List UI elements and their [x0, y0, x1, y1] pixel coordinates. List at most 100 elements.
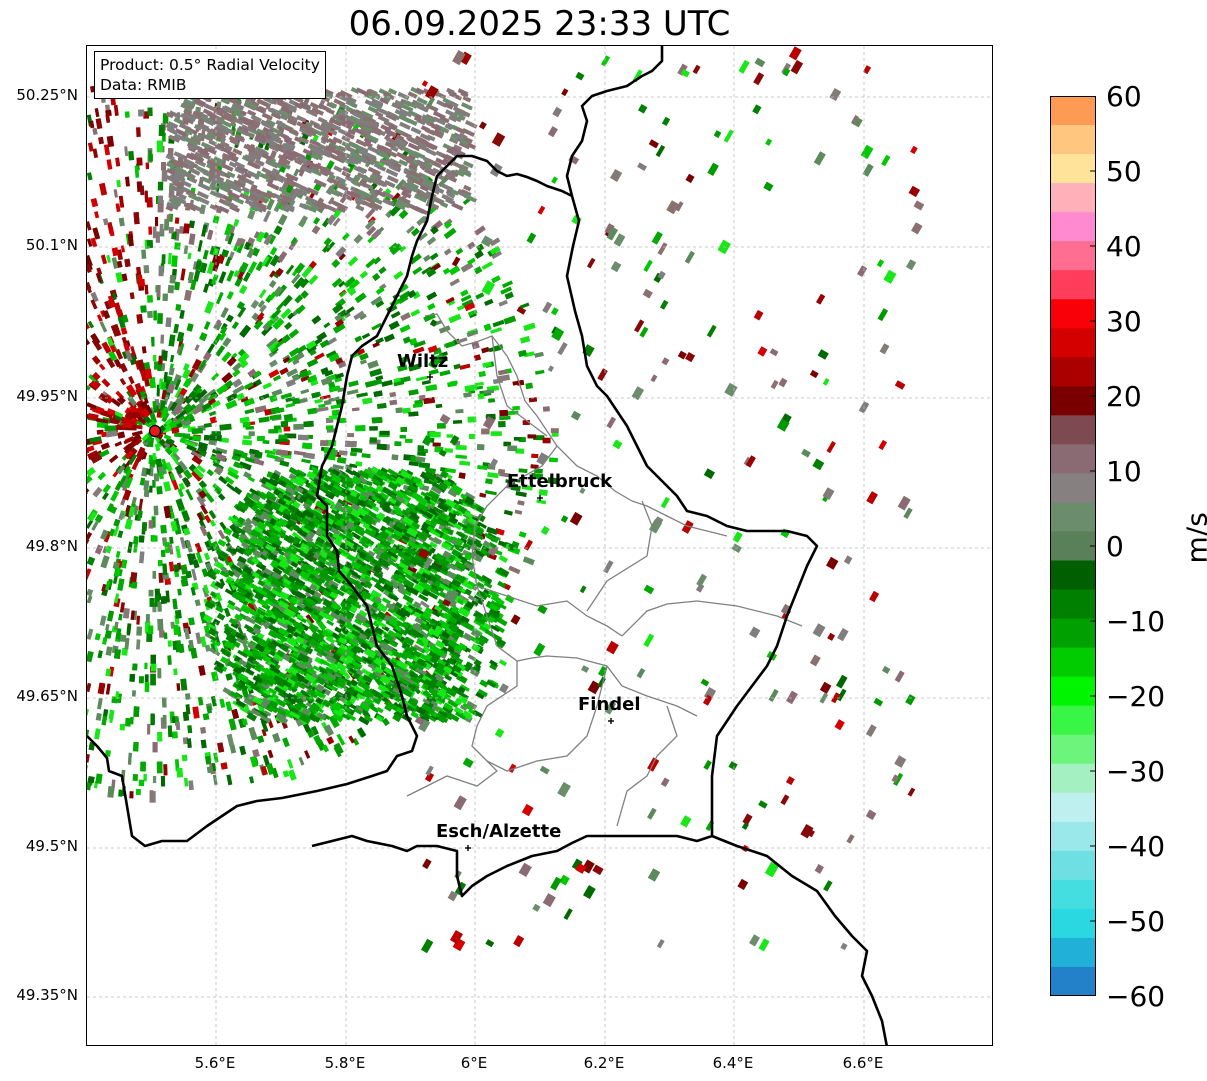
velocity-echo [87, 221, 92, 231]
velocity-echo [290, 237, 298, 245]
velocity-echo [129, 292, 135, 300]
velocity-echo [244, 408, 255, 415]
velocity-echo [469, 433, 476, 440]
velocity-echo [376, 443, 387, 451]
velocity-echo [239, 359, 249, 369]
velocity-echo [409, 253, 422, 265]
velocity-echo [87, 142, 94, 152]
velocity-echo [275, 267, 284, 277]
velocity-echo [536, 499, 547, 505]
velocity-echo [474, 381, 484, 387]
velocity-echo [227, 232, 235, 245]
velocity-echo [219, 423, 232, 431]
velocity-echo [97, 697, 103, 710]
radar-map[interactable] [86, 45, 993, 1046]
velocity-echo [282, 356, 291, 364]
velocity-echo [503, 509, 513, 516]
velocity-echo [210, 671, 219, 682]
velocity-echo [121, 647, 129, 656]
velocity-echo [280, 392, 293, 400]
velocity-echo [288, 328, 300, 339]
velocity-echo [216, 384, 229, 395]
velocity-echo [87, 650, 94, 663]
velocity-echo [165, 590, 170, 603]
velocity-echo [497, 374, 511, 382]
velocity-echo [145, 162, 149, 170]
velocity-echo [348, 380, 359, 388]
velocity-echo [210, 455, 218, 461]
velocity-echo [137, 510, 143, 521]
velocity-echo [99, 182, 108, 196]
velocity-echo [460, 261, 474, 273]
velocity-echo [144, 674, 149, 683]
velocity-echo [210, 580, 221, 591]
velocity-echo [421, 266, 432, 275]
velocity-echo [408, 363, 421, 372]
velocity-echo [123, 608, 130, 619]
velocity-echo [273, 425, 281, 430]
velocity-echo [203, 422, 212, 428]
velocity-echo [233, 218, 240, 227]
velocity-echo [204, 540, 212, 552]
velocity-echo [181, 575, 189, 587]
velocity-echo [246, 382, 258, 391]
velocity-echo [94, 211, 100, 219]
velocity-echo [311, 225, 321, 235]
velocity-echo [155, 458, 163, 468]
velocity-echo [371, 229, 382, 240]
velocity-echo [359, 313, 367, 321]
velocity-echo [143, 111, 150, 119]
velocity-echo [135, 788, 141, 796]
velocity-echo [113, 648, 122, 660]
velocity-echo [158, 265, 164, 277]
velocity-echo [423, 254, 431, 262]
velocity-echo [209, 519, 216, 527]
velocity-echo [513, 436, 521, 441]
velocity-echo [285, 378, 296, 388]
velocity-echo [334, 318, 344, 328]
velocity-echo [87, 402, 97, 410]
velocity-echo [156, 285, 161, 297]
velocity-echo [92, 127, 98, 135]
velocity-echo [92, 486, 103, 498]
velocity-echo [374, 630, 383, 638]
velocity-echo [150, 673, 156, 686]
velocity-echo [163, 505, 172, 519]
velocity-echo [155, 231, 160, 243]
velocity-echo [219, 578, 226, 586]
velocity-echo [256, 312, 265, 321]
velocity-echo [426, 291, 438, 301]
velocity-echo [149, 791, 156, 803]
velocity-echo [252, 749, 260, 758]
velocity-echo [214, 447, 228, 455]
velocity-echo [87, 595, 93, 604]
velocity-echo [180, 268, 186, 281]
velocity-echo [311, 391, 320, 399]
velocity-echo [275, 301, 285, 311]
velocity-echo [332, 303, 344, 314]
velocity-echo [542, 406, 550, 412]
velocity-echo [224, 588, 234, 596]
velocity-echo [406, 564, 418, 575]
velocity-echo [475, 292, 485, 300]
velocity-echo [183, 223, 190, 234]
velocity-echo [328, 352, 340, 363]
velocity-echo [114, 414, 124, 421]
velocity-echo [109, 418, 120, 425]
velocity-echo [491, 275, 501, 284]
velocity-echo [338, 253, 346, 261]
velocity-echo [161, 162, 167, 171]
velocity-echo [106, 159, 113, 170]
velocity-echo [161, 350, 168, 361]
velocity-echo [114, 567, 121, 577]
velocity-echo [167, 640, 172, 647]
velocity-echo [172, 373, 182, 387]
velocity-echo [96, 406, 105, 413]
velocity-echo [138, 779, 145, 787]
velocity-echo [168, 561, 175, 572]
velocity-echo [445, 340, 456, 349]
velocity-echo [313, 734, 323, 746]
velocity-echo [147, 107, 153, 117]
velocity-echo [195, 260, 202, 271]
velocity-echo [203, 283, 210, 293]
